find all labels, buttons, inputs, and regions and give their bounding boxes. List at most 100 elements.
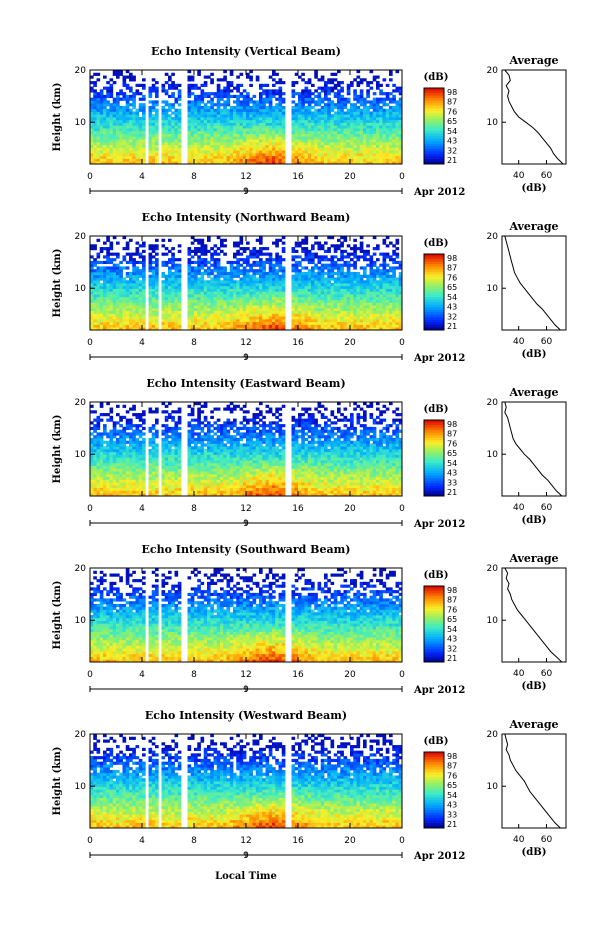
heatmap-cell: [129, 144, 133, 148]
heatmap-cell: [330, 255, 335, 259]
heatmap-cell: [385, 277, 390, 281]
heatmap-cell: [379, 152, 383, 157]
heatmap-cell: [161, 86, 166, 90]
heatmap-cell: [171, 128, 175, 132]
heatmap-cell: [249, 119, 253, 123]
heatmap-cell: [90, 244, 94, 248]
heatmap-cell: [242, 327, 247, 331]
heatmap-cell: [203, 302, 208, 306]
heatmap-cell: [226, 139, 231, 143]
heatmap-cell: [174, 277, 179, 281]
profile-y-tick-label: 20: [487, 66, 499, 76]
heatmap-cell: [314, 122, 318, 126]
heatmap-cell: [187, 130, 192, 134]
heatmap-cell: [168, 78, 172, 82]
heatmap-cell: [187, 247, 192, 251]
heatmap-cell: [298, 152, 302, 157]
heatmap-cell: [314, 133, 318, 137]
heatmap-cell: [356, 313, 361, 317]
heatmap-cell: [103, 94, 107, 99]
heatmap-cell: [340, 128, 344, 132]
heatmap-cell: [333, 147, 338, 151]
heatmap-cell: [320, 266, 325, 270]
heatmap-cell: [242, 313, 247, 317]
heatmap-cell: [265, 288, 270, 292]
heatmap-cell: [392, 128, 396, 132]
heatmap-cell: [203, 152, 208, 157]
heatmap-cell: [171, 122, 175, 126]
heatmap-cell: [223, 89, 227, 93]
heatmap-cell: [272, 307, 276, 312]
heatmap-cell: [249, 274, 253, 278]
heatmap-cell: [220, 130, 224, 134]
heatmap-cell: [311, 321, 315, 325]
heatmap-cell: [372, 150, 377, 154]
heatmap-cell: [356, 130, 361, 134]
heatmap-cell: [255, 155, 260, 159]
heatmap-cell: [392, 100, 396, 104]
heatmap-cell: [252, 283, 257, 287]
heatmap-cell: [350, 150, 354, 154]
heatmap-cell: [148, 136, 153, 140]
heatmap-cell: [343, 147, 348, 151]
heatmap-cell: [327, 236, 331, 240]
heatmap-cell: [382, 128, 387, 132]
heatmap-cell: [177, 92, 182, 96]
heatmap-cell: [135, 277, 140, 281]
heatmap-cell: [324, 305, 328, 309]
heatmap-cell: [187, 321, 192, 325]
heatmap-cell: [281, 271, 286, 276]
heatmap-cell: [236, 291, 240, 295]
heatmap-cell: [350, 283, 354, 287]
heatmap-cell: [142, 277, 146, 281]
heatmap-cell: [229, 269, 234, 273]
heatmap-cell: [129, 75, 133, 79]
heatmap-cell: [278, 266, 283, 270]
heatmap-cell: [298, 161, 302, 165]
heatmap-cell: [337, 280, 341, 284]
heatmap-cell: [249, 133, 253, 137]
heatmap-cell: [372, 128, 377, 132]
heatmap-cell: [119, 307, 123, 312]
heatmap-cell: [356, 133, 361, 137]
heatmap-cell: [252, 122, 257, 126]
heatmap-cell: [275, 307, 279, 312]
heatmap-cell: [229, 144, 234, 148]
heatmap-cell: [307, 103, 312, 107]
heatmap-cell: [112, 324, 117, 328]
heatmap-cell: [161, 111, 166, 115]
heatmap-cell: [359, 307, 364, 312]
heatmap-cell: [343, 155, 348, 159]
heatmap-cell: [187, 103, 192, 107]
heatmap-cell: [356, 119, 361, 123]
heatmap-cell: [171, 117, 175, 121]
heatmap-cell: [268, 97, 273, 101]
heatmap-cell: [255, 122, 260, 126]
heatmap-cell: [278, 161, 283, 165]
heatmap-cell: [106, 100, 110, 104]
heatmap-cell: [203, 125, 208, 129]
heatmap-cell: [291, 280, 296, 284]
heatmap-cell: [106, 307, 110, 312]
heatmap-cell: [96, 299, 101, 303]
heatmap-cell: [96, 285, 101, 289]
heatmap-cell: [317, 241, 322, 245]
heatmap-cell: [148, 114, 153, 118]
heatmap-cell: [259, 94, 263, 99]
heatmap-cell: [129, 111, 133, 115]
heatmap-cell: [376, 81, 380, 85]
heatmap-cell: [369, 288, 374, 292]
heatmap-cell: [376, 136, 380, 140]
heatmap-cell: [389, 100, 393, 104]
heatmap-cell: [398, 111, 403, 115]
heatmap-cell: [363, 274, 367, 278]
heatmap-cell: [307, 144, 312, 148]
heatmap-cell: [135, 122, 140, 126]
heatmap-cell: [200, 316, 205, 320]
heatmap-cell: [103, 269, 107, 273]
heatmap-cell: [265, 89, 270, 93]
heatmap-cell: [291, 158, 296, 162]
heatmap-cell: [317, 86, 322, 90]
heatmap-cell: [372, 92, 377, 96]
heatmap-cell: [281, 285, 286, 289]
